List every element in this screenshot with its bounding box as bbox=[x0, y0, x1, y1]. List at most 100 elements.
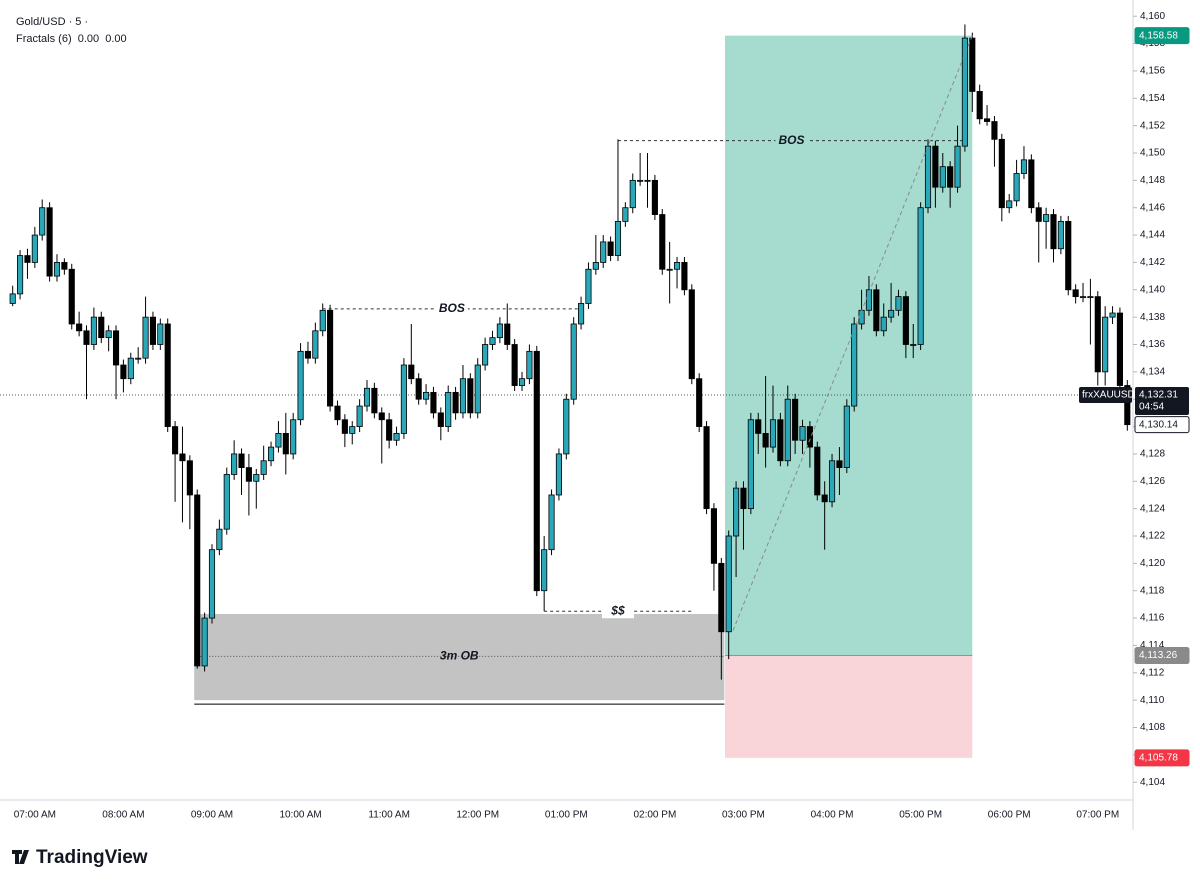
y-tick-label: 4,114 bbox=[1140, 640, 1165, 651]
candle-body bbox=[998, 138, 1005, 209]
candle-body bbox=[24, 255, 31, 263]
candle-body bbox=[430, 391, 437, 414]
x-tick-label: 11:00 AM bbox=[368, 810, 410, 821]
candle-body bbox=[666, 268, 673, 271]
candle-body bbox=[924, 145, 932, 209]
candle-body bbox=[319, 309, 326, 332]
y-tick-label: 4,126 bbox=[1140, 476, 1165, 487]
candle-body bbox=[828, 460, 836, 503]
candle-body bbox=[1124, 385, 1131, 426]
indicator-legend: Fractals (6) 0.00 0.00 bbox=[16, 33, 127, 45]
target-zone bbox=[725, 35, 973, 656]
candle-body bbox=[880, 316, 887, 332]
stop-price-label: 4,105.78 bbox=[1139, 753, 1178, 764]
y-tick-label: 4,110 bbox=[1140, 695, 1165, 706]
y-tick-label: 4,150 bbox=[1140, 148, 1165, 159]
candle-body bbox=[511, 344, 518, 386]
candle-body bbox=[386, 419, 393, 441]
candle-body bbox=[814, 446, 821, 496]
candle-body bbox=[888, 309, 895, 318]
candle-body bbox=[459, 378, 467, 414]
candle-body bbox=[607, 241, 614, 256]
candle-body bbox=[792, 398, 799, 441]
logo-mark bbox=[12, 850, 29, 864]
symbol-tag-bg bbox=[1079, 386, 1132, 403]
candle-body bbox=[46, 207, 53, 277]
candle-body bbox=[548, 494, 555, 551]
candle-body bbox=[1050, 214, 1057, 250]
candle-body bbox=[304, 350, 312, 359]
stop-price-label-bg bbox=[1134, 749, 1190, 767]
candle-body bbox=[600, 241, 607, 263]
candle-body bbox=[563, 398, 570, 455]
candle-body bbox=[61, 262, 68, 270]
candle-body bbox=[777, 419, 784, 462]
candles-layer bbox=[9, 24, 1131, 680]
candle-body bbox=[1013, 173, 1020, 202]
level-label: $$ bbox=[610, 603, 625, 617]
candle-body bbox=[208, 549, 216, 619]
candle-body bbox=[902, 296, 909, 345]
candle-body bbox=[629, 179, 636, 209]
y-tick-label: 4,116 bbox=[1140, 613, 1165, 624]
order-block-label: 3m OB bbox=[440, 649, 479, 663]
candle-body bbox=[762, 433, 769, 448]
y-tick-label: 4,142 bbox=[1140, 257, 1165, 268]
candle-body bbox=[201, 617, 208, 667]
candle-body bbox=[526, 350, 533, 380]
x-tick-label: 03:00 PM bbox=[722, 810, 765, 821]
crosshair-price-bg bbox=[1135, 386, 1189, 415]
candle-body bbox=[245, 467, 252, 482]
level-label-bg bbox=[775, 133, 808, 148]
candle-body bbox=[681, 262, 688, 291]
order-block-zone bbox=[194, 613, 725, 701]
candle-body bbox=[349, 426, 356, 434]
candle-body bbox=[961, 37, 968, 147]
candle-body bbox=[799, 426, 806, 441]
x-tick-label: 07:00 AM bbox=[14, 810, 56, 821]
candle-body bbox=[474, 364, 481, 414]
candle-body bbox=[939, 166, 946, 188]
candle-body bbox=[341, 419, 348, 434]
level-label: BOS bbox=[778, 133, 804, 147]
stop-zone bbox=[725, 655, 973, 758]
candle-body bbox=[127, 357, 134, 380]
candle-body bbox=[725, 535, 732, 633]
y-tick-label: 4,148 bbox=[1140, 175, 1165, 186]
candle-body bbox=[622, 207, 629, 222]
candle-body bbox=[400, 364, 407, 434]
candle-body bbox=[1109, 312, 1116, 318]
candle-body bbox=[1043, 214, 1050, 222]
candle-body bbox=[53, 262, 61, 277]
candle-body bbox=[267, 446, 275, 462]
candle-body bbox=[112, 330, 120, 366]
x-tick-label: 01:00 PM bbox=[545, 810, 588, 821]
y-tick-label: 4,160 bbox=[1140, 11, 1165, 22]
candle-body bbox=[703, 426, 710, 510]
candle-body bbox=[238, 453, 245, 469]
candle-body bbox=[1087, 296, 1094, 299]
x-tick-label: 09:00 AM bbox=[191, 810, 233, 821]
candle-body bbox=[356, 405, 363, 427]
candle-body bbox=[423, 391, 430, 400]
candle-body bbox=[216, 528, 223, 551]
level-label-bg bbox=[601, 604, 634, 619]
entry-price-label-bg bbox=[1134, 647, 1190, 665]
candle-body bbox=[518, 378, 526, 386]
last-price-label-bg bbox=[1134, 416, 1190, 434]
y-tick-label: 4,154 bbox=[1140, 93, 1165, 104]
brand-logo: TradingView bbox=[12, 847, 148, 868]
candle-body bbox=[755, 419, 762, 434]
x-tick-label: 04:00 PM bbox=[811, 810, 854, 821]
y-tick-label: 4,140 bbox=[1140, 284, 1165, 295]
candle-body bbox=[149, 316, 156, 345]
bar-countdown: 04:54 bbox=[1139, 402, 1164, 413]
candle-body bbox=[327, 309, 334, 407]
candle-body bbox=[644, 179, 651, 182]
y-tick-label: 4,146 bbox=[1140, 202, 1165, 213]
candle-body bbox=[83, 330, 90, 345]
candle-body bbox=[637, 179, 644, 182]
candle-body bbox=[253, 474, 260, 482]
